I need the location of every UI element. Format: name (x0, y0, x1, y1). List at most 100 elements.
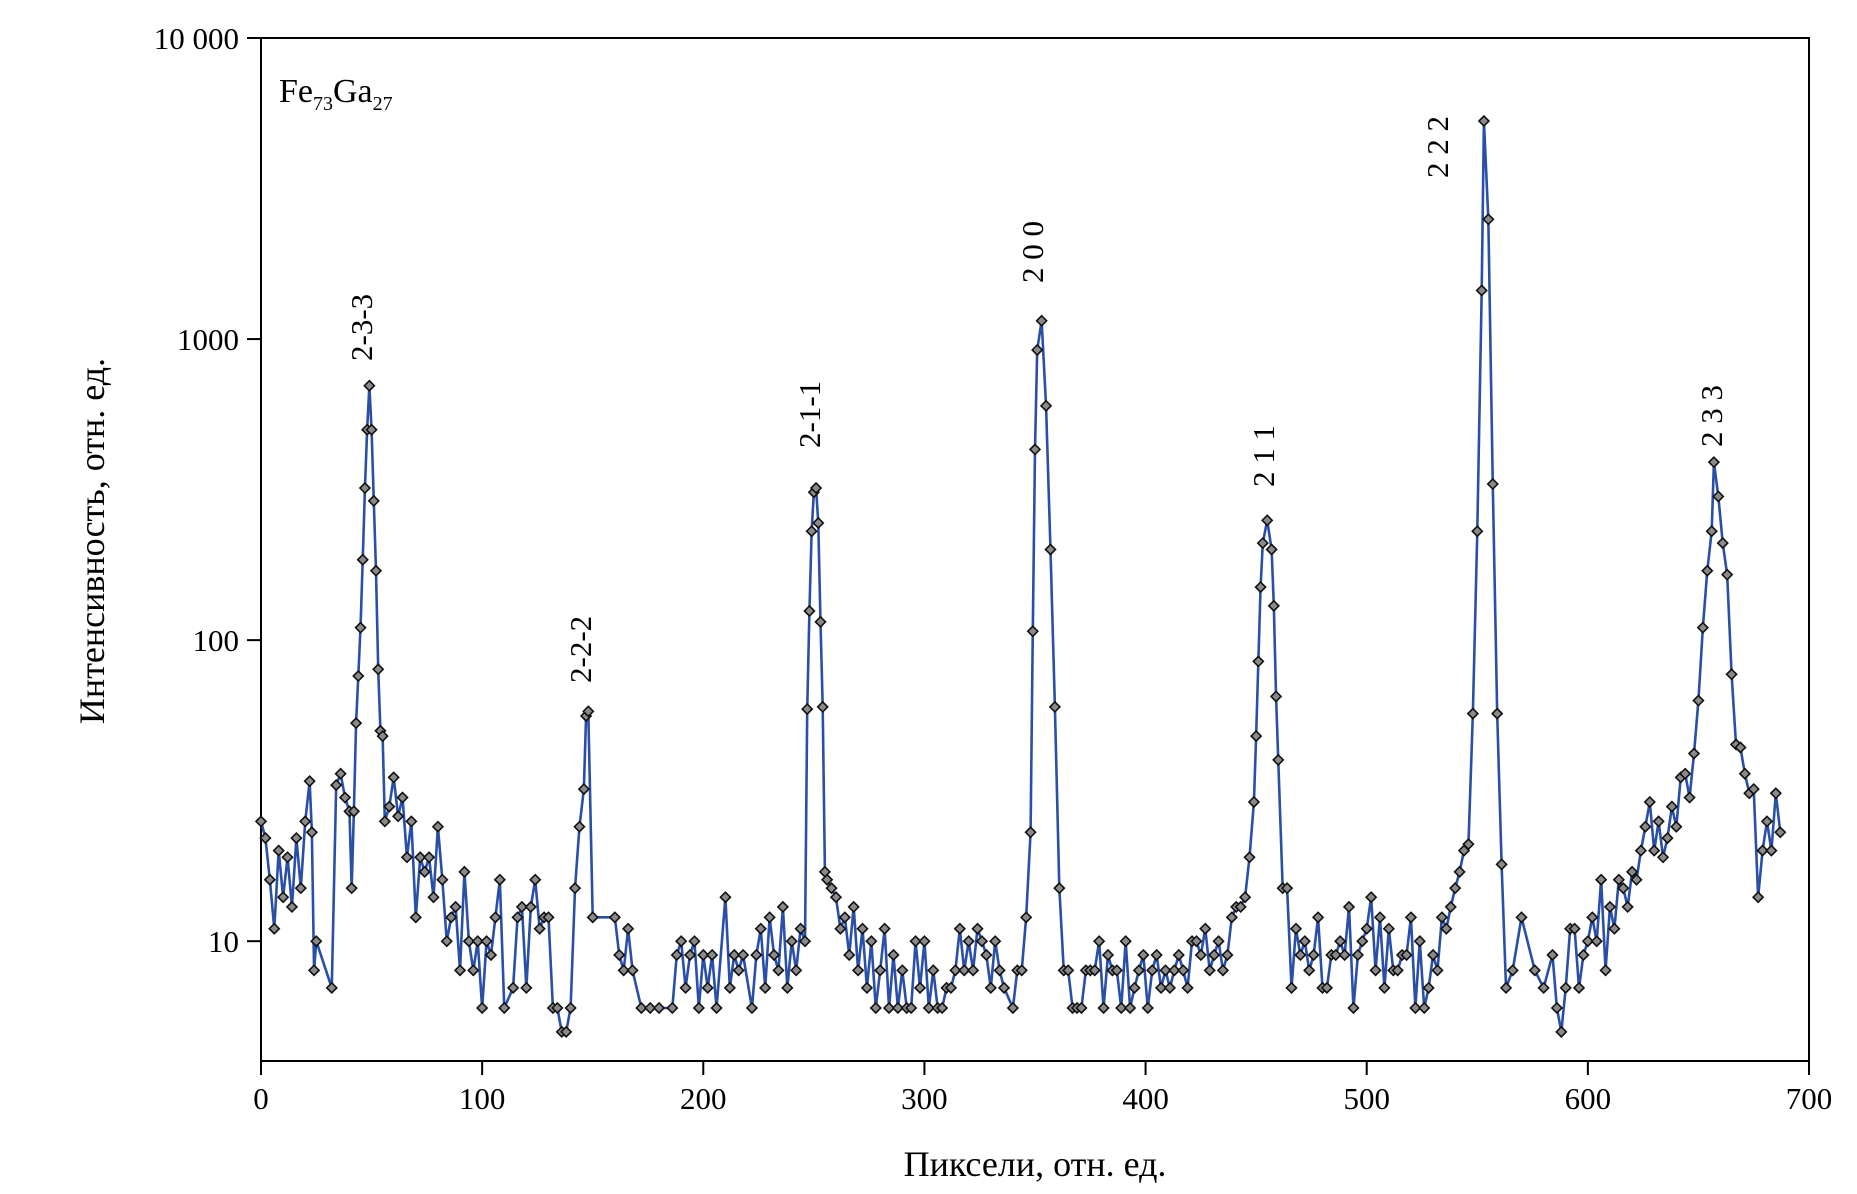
data-marker (1555, 1025, 1568, 1038)
data-marker (675, 935, 688, 948)
x-axis-label: Пиксели, отн. ед. (904, 1144, 1167, 1184)
data-marker (387, 771, 400, 784)
data-marker (1238, 891, 1252, 904)
data-marker (905, 1001, 918, 1015)
data-marker (1546, 948, 1559, 962)
data-marker (405, 815, 418, 828)
data-marker (679, 981, 692, 994)
data-marker (772, 964, 785, 977)
peak-label: 2-2-2 (563, 616, 598, 683)
data-marker (785, 935, 798, 948)
data-marker (281, 851, 294, 864)
data-marker (1159, 964, 1172, 977)
data-marker (754, 922, 767, 935)
data-marker (1774, 826, 1787, 839)
data-marker (414, 851, 427, 864)
data-marker (409, 911, 422, 924)
data-marker (1612, 873, 1625, 886)
data-marker (763, 911, 776, 924)
data-marker (997, 981, 1011, 994)
data-marker (1123, 1001, 1137, 1015)
data-marker (1670, 820, 1683, 833)
peak-label: 2-1-1 (792, 381, 827, 448)
data-marker (1252, 655, 1265, 668)
data-marker (476, 1001, 489, 1015)
data-marker (1247, 795, 1261, 809)
data-marker (524, 900, 537, 914)
data-marker (1132, 964, 1146, 977)
data-marker (471, 935, 484, 948)
data-marker (918, 935, 931, 948)
data-marker (529, 873, 542, 886)
data-marker (542, 911, 555, 924)
formula-part: Fe (279, 73, 313, 110)
data-marker (1289, 922, 1303, 935)
data-marker (1190, 935, 1203, 948)
data-marker (1053, 882, 1066, 895)
peak-label: 2 0 0 (1015, 221, 1050, 283)
data-marker (1298, 935, 1311, 948)
data-marker (1225, 911, 1238, 924)
data-marker (975, 935, 989, 948)
data-marker (776, 900, 790, 914)
data-marker (1285, 981, 1298, 994)
y-tick-label: 100 (193, 623, 240, 658)
data-marker (688, 935, 701, 948)
data-marker (365, 423, 378, 436)
data-marker (1495, 858, 1508, 871)
data-marker (1422, 981, 1435, 994)
data-marker (1181, 981, 1194, 994)
x-tick-label: 200 (680, 1081, 727, 1116)
data-marker (1256, 536, 1269, 550)
data-marker (1756, 844, 1769, 857)
data-marker (621, 922, 635, 935)
data-marker (1267, 599, 1280, 612)
data-marker (1311, 911, 1325, 924)
data-marker (376, 729, 389, 743)
data-marker (1168, 964, 1181, 977)
data-marker (372, 663, 385, 676)
data-marker (1418, 1001, 1431, 1015)
data-marker (1207, 948, 1221, 962)
data-marker (551, 1001, 564, 1015)
data-marker (1747, 782, 1760, 796)
data-marker (878, 922, 891, 935)
formula-part: 73 (313, 93, 333, 115)
data-marker (865, 935, 878, 948)
data-marker (354, 621, 367, 634)
data-marker (1738, 767, 1752, 780)
data-marker (984, 981, 997, 994)
data-marker (1039, 399, 1053, 412)
data-marker (1369, 964, 1382, 977)
data-marker (1261, 514, 1274, 527)
data-marker (1028, 443, 1042, 456)
data-marker (891, 1001, 905, 1015)
data-marker (378, 815, 391, 828)
y-tick-label: 1000 (177, 322, 239, 357)
data-marker (1250, 729, 1263, 743)
data-marker (838, 911, 851, 924)
data-marker (1577, 948, 1590, 962)
formula-part: 27 (373, 93, 393, 115)
data-marker (568, 882, 582, 895)
data-marker (305, 826, 318, 839)
data-marker (1307, 948, 1320, 962)
data-marker (254, 815, 268, 828)
data-marker (458, 865, 471, 878)
data-marker (847, 900, 860, 914)
plot-frame (260, 37, 1810, 1062)
data-marker (635, 1001, 648, 1015)
data-marker (1765, 844, 1778, 857)
data-marker (1630, 873, 1643, 886)
data-marker (573, 820, 586, 833)
data-marker (949, 964, 962, 977)
data-marker (1486, 477, 1499, 491)
data-marker (349, 717, 363, 730)
data-marker (358, 481, 372, 495)
data-marker (856, 922, 869, 935)
data-marker (1687, 747, 1701, 760)
data-marker (805, 525, 818, 538)
peak-label: 2-3-3 (344, 294, 379, 361)
data-marker (1280, 882, 1294, 895)
